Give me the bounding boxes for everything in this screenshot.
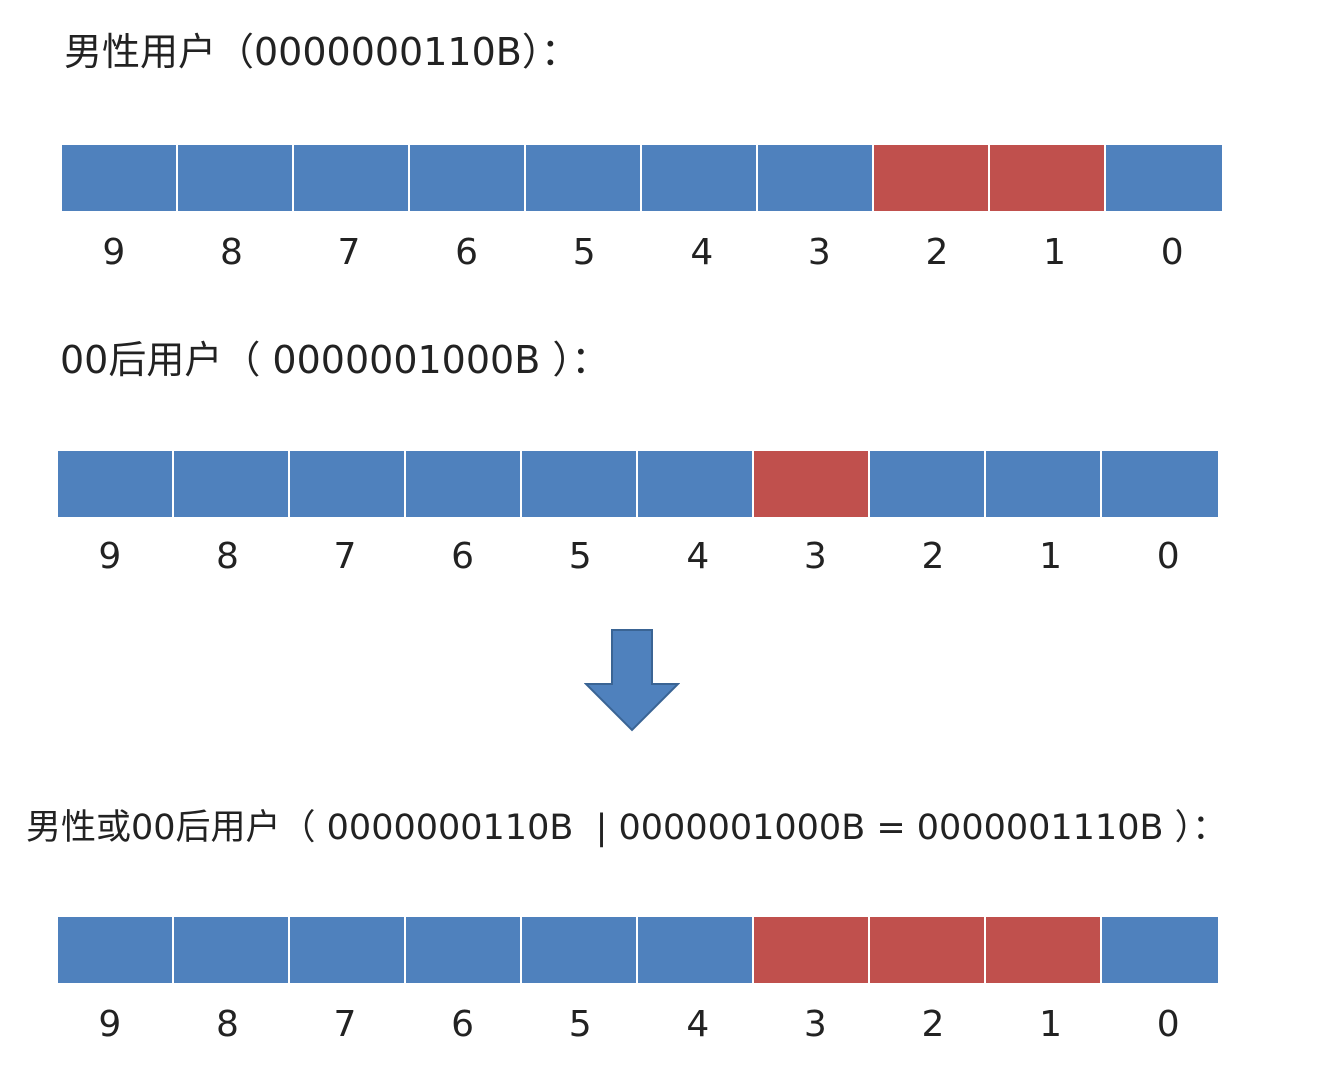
bit-index-label: 9 — [98, 536, 122, 577]
section-title-or: 男性或00后用户（ 0000000110B | 0000001000B = 00… — [26, 808, 1228, 848]
bit-cell-1 — [986, 451, 1102, 517]
bit-index-label: 9 — [102, 232, 126, 273]
bit-cell-9 — [62, 145, 178, 211]
bit-index-label: 2 — [925, 232, 949, 273]
bit-index-label: 3 — [803, 536, 827, 577]
bit-cell-2 — [870, 451, 986, 517]
bit-cell-1 — [986, 917, 1102, 983]
bit-index-label: 1 — [1043, 232, 1066, 273]
bit-cell-6 — [406, 451, 522, 517]
bit-index-label: 7 — [337, 232, 361, 273]
bit-cell-2 — [874, 145, 990, 211]
bit-index-label: 7 — [333, 536, 357, 577]
bit-cell-7 — [294, 145, 410, 211]
bit-index-label: 3 — [803, 1004, 827, 1045]
bit-index-label: 8 — [215, 536, 239, 577]
bit-cell-8 — [174, 917, 290, 983]
bit-index-label: 8 — [215, 1004, 239, 1045]
bit-cell-5 — [522, 917, 638, 983]
bit-labels-post00: 9 8 7 6 5 4 3 2 1 0 — [51, 537, 1227, 577]
bit-cell-9 — [58, 917, 174, 983]
bit-cell-0 — [1102, 451, 1218, 517]
bit-cell-6 — [406, 917, 522, 983]
bit-cell-9 — [58, 451, 174, 517]
bit-cell-3 — [754, 917, 870, 983]
bit-index-label: 0 — [1156, 536, 1180, 577]
bit-index-label: 8 — [219, 232, 243, 273]
bit-index-label: 3 — [807, 232, 831, 273]
bit-cell-4 — [638, 451, 754, 517]
bit-index-label: 1 — [1039, 536, 1062, 577]
section-title-post00: 00后用户（ 0000001000B ）： — [60, 338, 610, 382]
bit-index-label: 6 — [455, 232, 479, 273]
bit-cell-8 — [174, 451, 290, 517]
bit-bar-male — [62, 145, 1222, 211]
bit-index-label: 4 — [686, 536, 710, 577]
bit-cell-5 — [522, 451, 638, 517]
bit-cell-7 — [290, 917, 406, 983]
down-arrow-icon — [584, 629, 680, 732]
bit-index-label: 7 — [333, 1004, 357, 1045]
bit-index-label: 4 — [686, 1004, 710, 1045]
bit-cell-2 — [870, 917, 986, 983]
bit-labels-or: 9 8 7 6 5 4 3 2 1 0 — [51, 1005, 1227, 1045]
bit-index-label: 4 — [690, 232, 714, 273]
bit-index-label: 9 — [98, 1004, 122, 1045]
bit-labels-male: 9 8 7 6 5 4 3 2 1 0 — [55, 233, 1231, 273]
bit-cell-7 — [290, 451, 406, 517]
bit-cell-0 — [1106, 145, 1222, 211]
bit-index-label: 5 — [568, 536, 592, 577]
bit-index-label: 0 — [1160, 232, 1184, 273]
bit-cell-3 — [758, 145, 874, 211]
bit-index-label: 2 — [921, 1004, 945, 1045]
bit-cell-5 — [526, 145, 642, 211]
bit-index-label: 6 — [451, 536, 475, 577]
bit-cell-3 — [754, 451, 870, 517]
bit-cell-6 — [410, 145, 526, 211]
bit-cell-1 — [990, 145, 1106, 211]
bit-index-label: 1 — [1039, 1004, 1062, 1045]
bit-index-label: 2 — [921, 536, 945, 577]
bit-index-label: 5 — [572, 232, 596, 273]
bit-index-label: 5 — [568, 1004, 592, 1045]
bit-cell-4 — [638, 917, 754, 983]
bit-bar-or — [58, 917, 1218, 983]
bit-bar-post00 — [58, 451, 1218, 517]
bit-cell-8 — [178, 145, 294, 211]
bit-index-label: 0 — [1156, 1004, 1180, 1045]
bit-cell-0 — [1102, 917, 1218, 983]
bit-cell-4 — [642, 145, 758, 211]
bit-index-label: 6 — [451, 1004, 475, 1045]
section-title-male: 男性用户（0000000110B）： — [64, 30, 579, 74]
